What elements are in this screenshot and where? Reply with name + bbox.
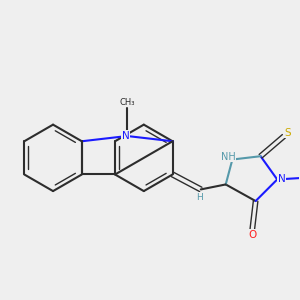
Text: O: O <box>248 230 256 239</box>
Text: N: N <box>122 131 129 141</box>
Text: N: N <box>278 175 285 184</box>
Text: NH: NH <box>221 152 236 162</box>
Text: CH₃: CH₃ <box>119 98 135 107</box>
Text: H: H <box>196 193 202 202</box>
Text: S: S <box>285 128 291 138</box>
